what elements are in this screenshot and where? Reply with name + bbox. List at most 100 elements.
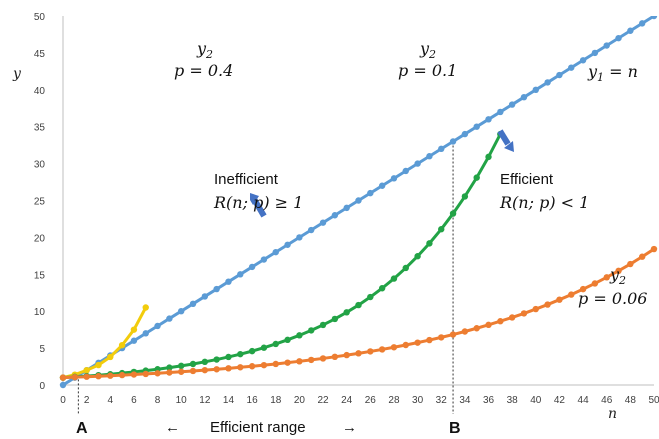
series-group [59,16,658,389]
x-tick-label: 30 [412,395,424,406]
data-point [485,321,492,329]
data-point [308,356,315,364]
efficient-arrow-icon [497,129,514,152]
data-point [343,309,350,316]
y-tick-label: 40 [34,86,46,97]
label-y1: y1 = n [587,62,638,84]
data-point [402,341,409,349]
x-tick-label: 36 [483,395,495,406]
data-point [237,350,244,358]
data-point [178,308,185,315]
data-point [130,337,138,344]
y-tick-label: 35 [34,123,46,134]
data-point [142,304,149,311]
data-point [225,278,232,285]
data-point [272,340,279,348]
data-point [142,370,149,378]
data-point [225,353,232,361]
y-tick-label: 25 [34,197,46,208]
data-point [485,153,492,161]
series-3 [59,245,658,381]
data-point [449,331,457,338]
x-tick-label: 2 [84,395,90,406]
data-point [544,301,551,308]
data-point [615,267,622,275]
data-point [650,16,658,20]
data-point [544,79,551,86]
data-point [130,326,138,333]
label-p01: p = 0.1 [398,61,457,80]
x-tick-label: 0 [60,395,66,406]
label-inefficient: Inefficient [214,171,279,188]
x-tick-label: 24 [341,395,353,406]
y-tick-label: 20 [34,233,46,244]
x-tick-label: 14 [223,395,235,406]
data-point [520,93,528,101]
data-point [319,219,327,226]
x-tick-label: 34 [459,395,471,406]
data-point [308,327,315,334]
data-point [213,356,220,363]
y-tick-labels: 0 5 10 15 20 25 30 35 40 45 50 [34,12,46,392]
series-line [62,247,655,380]
data-point [331,212,339,219]
y-tick-label: 0 [39,381,45,392]
x-tick-label: 4 [107,395,113,406]
data-point [225,365,232,372]
data-point [331,353,339,361]
data-point [83,367,90,374]
data-point [296,234,303,241]
data-point [201,293,209,300]
data-point [627,260,634,268]
x-axis-label: n [608,406,617,422]
data-point [308,226,315,234]
data-point [378,346,386,353]
data-point [272,248,279,256]
y-tick-label: 50 [34,12,46,23]
x-tick-label: 44 [578,395,590,406]
data-point [95,361,102,369]
data-point [201,366,209,374]
data-point [556,296,563,303]
data-point [107,353,114,361]
data-point [461,130,469,138]
label-y2-p04: y2 [196,39,213,61]
data-point [414,339,421,346]
label-efficient-cond: R(n; p) < 1 [499,193,589,212]
data-point [579,57,587,64]
data-point [343,204,350,212]
data-point [438,226,445,233]
data-point [508,101,516,108]
data-point [603,42,610,49]
data-point [638,253,646,260]
data-point [378,285,386,292]
data-point [142,330,149,337]
data-point [343,351,350,359]
data-point [248,347,256,355]
data-point [248,263,256,271]
x-tick-labels: 0 2 4 6 8 10 12 14 16 18 20 22 24 26 28 30 32 34 36 38 40 42 4… [60,395,659,406]
data-point [166,315,173,322]
x-tick-label: 6 [131,395,137,406]
x-tick-label: 26 [365,395,377,406]
data-point [414,253,421,260]
data-point [272,360,279,368]
data-point [355,350,362,357]
data-point [118,371,126,379]
data-point [426,240,433,247]
data-point [237,271,244,278]
x-tick-label: 40 [530,395,542,406]
data-point [213,366,220,373]
data-point [615,34,622,42]
data-point [355,301,362,309]
data-point [650,245,658,253]
data-point [284,241,291,248]
data-point [414,160,421,167]
x-tick-label: 10 [176,395,188,406]
y-axis-label: y [12,66,22,82]
data-point [130,371,138,378]
data-point [367,293,374,301]
data-point [166,364,173,371]
data-point [284,336,291,344]
